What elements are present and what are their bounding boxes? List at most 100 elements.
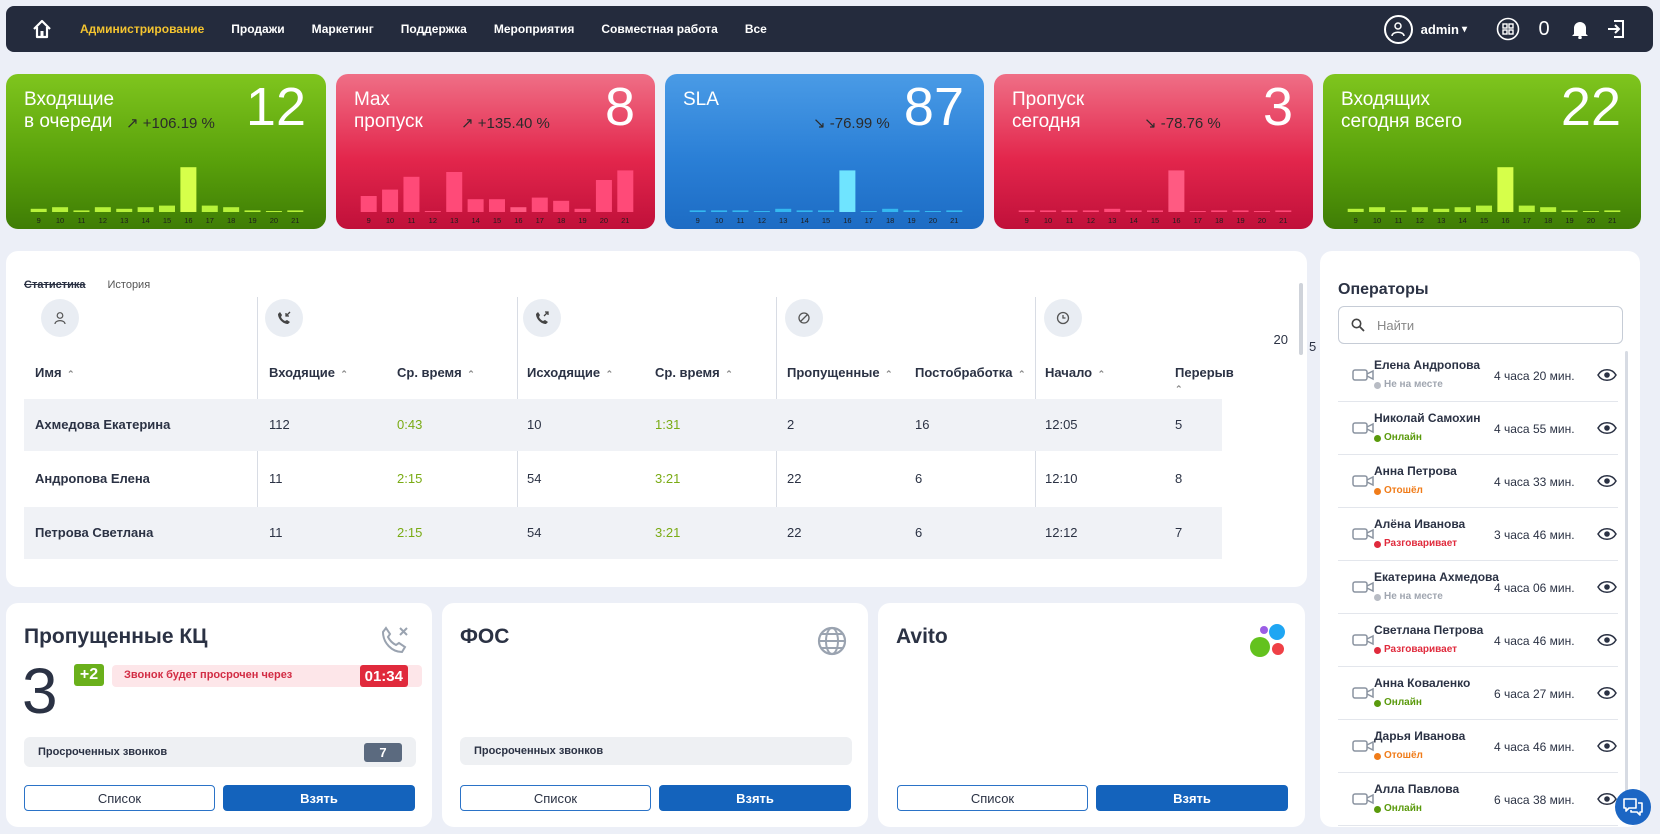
kpi-delta: ↗ +135.40 %: [461, 115, 550, 132]
column-header-label: Постобработка: [915, 365, 1013, 380]
operator-item[interactable]: Алла Павлова Онлайн 6 часа 38 мин.: [1338, 773, 1618, 826]
column-header[interactable]: Ср. время ⌃: [655, 365, 733, 380]
kpi-axis-label: 17: [206, 216, 214, 225]
table-row[interactable]: Андропова Елена 11 2:15 54 3:21 22 6 12:10 8: [24, 453, 1222, 505]
bell-icon[interactable]: [1567, 16, 1593, 42]
video-camera-icon[interactable]: [1352, 580, 1374, 594]
operators-scrollbar[interactable]: [1625, 351, 1628, 807]
operator-item[interactable]: Екатерина Ахмедова Не на месте 4 часа 06…: [1338, 561, 1618, 614]
kpi-axis-label: 21: [291, 216, 299, 225]
sort-icon[interactable]: ⌃: [722, 369, 733, 379]
nav-item-support[interactable]: Поддержка: [400, 22, 467, 36]
video-camera-icon[interactable]: [1352, 421, 1374, 435]
video-camera-icon[interactable]: [1352, 633, 1374, 647]
table-cell: 54: [527, 525, 542, 540]
column-header[interactable]: Начало ⌃: [1045, 365, 1105, 380]
kpi-bar: [201, 205, 218, 212]
fos-take-button[interactable]: Взять: [659, 785, 851, 811]
sort-icon[interactable]: ⌃: [882, 369, 893, 379]
video-camera-icon[interactable]: [1352, 474, 1374, 488]
sort-icon[interactable]: ⌃: [1175, 384, 1183, 394]
sort-icon[interactable]: ⌃: [337, 369, 348, 379]
kpi-axis-label: 17: [1523, 216, 1531, 225]
sort-icon[interactable]: ⌃: [603, 369, 614, 379]
operator-name: Елена Андропова: [1374, 358, 1481, 372]
operator-search-input[interactable]: Найти: [1338, 306, 1623, 344]
tab-history[interactable]: История: [107, 279, 151, 291]
operator-item[interactable]: Анна Коваленко Онлайн 6 часа 27 мин.: [1338, 667, 1618, 720]
video-camera-icon[interactable]: [1352, 739, 1374, 753]
video-camera-icon[interactable]: [1352, 686, 1374, 700]
table-row[interactable]: Ахмедова Екатерина 112 0:43 10 1:31 2 16 12:05 5: [24, 399, 1222, 451]
column-header[interactable]: Ср. время ⌃: [397, 365, 475, 380]
eye-icon[interactable]: [1597, 368, 1617, 382]
operator-name: Николай Самохин: [1374, 411, 1481, 425]
operator-time: 6 часа 38 мин.: [1494, 793, 1575, 807]
kpi-card-4[interactable]: Пропуск сегодня 3 ↘ -78.76 % 9 10 11 12 13 14 15 1…: [994, 74, 1313, 229]
kpi-card-3[interactable]: SLA 87 ↘ -76.99 % 9 10 11 12 13 14 15 16 17 18 19 20 21: [665, 74, 984, 229]
kpi-title: Входящие в очереди: [24, 89, 115, 132]
nav-item-sales[interactable]: Продажи: [231, 22, 285, 36]
kpi-bar: [1061, 210, 1078, 212]
sort-icon[interactable]: ⌃: [64, 369, 75, 379]
kpi-card-2[interactable]: Max пропуск 8 ↗ +135.40 % 9 10 11 12 13 14 15 16 17…: [336, 74, 655, 229]
operator-item[interactable]: Светлана Петрова Разговаривает 4 часа 46…: [1338, 614, 1618, 667]
kpi-card-5[interactable]: Входящих сегодня всего 22 9 10 11 12 13 14 15 16 1…: [1323, 74, 1641, 229]
apps-grid-icon[interactable]: [1495, 16, 1521, 42]
eye-icon[interactable]: [1597, 739, 1617, 753]
video-camera-icon[interactable]: [1352, 368, 1374, 382]
eye-icon[interactable]: [1597, 527, 1617, 541]
tab-statistics[interactable]: Статистика: [24, 279, 86, 291]
table-cell: Петрова Светлана: [35, 525, 154, 540]
kpi-bar: [94, 207, 111, 212]
table-scrollbar[interactable]: [1299, 283, 1303, 355]
operator-item[interactable]: Николай Самохин Онлайн 4 часа 55 мин.: [1338, 402, 1618, 455]
kpi-bar: [711, 210, 728, 212]
chat-support-button[interactable]: [1615, 789, 1651, 825]
user-menu[interactable]: admin ▾: [1383, 14, 1467, 44]
kpi-axis-label: 21: [621, 216, 629, 225]
eye-icon[interactable]: [1597, 421, 1617, 435]
operator-item[interactable]: Анна Петрова Отошёл 4 часа 33 мин.: [1338, 455, 1618, 508]
sort-icon[interactable]: ⌃: [1015, 369, 1026, 379]
kpi-card-1[interactable]: Входящие в очереди 12 ↗ +106.19 % 9 10 11 12 13…: [6, 74, 326, 229]
column-header[interactable]: Входящие ⌃: [269, 365, 348, 380]
column-header[interactable]: Имя ⌃: [35, 365, 75, 380]
logout-icon[interactable]: [1603, 16, 1629, 42]
avito-list-button[interactable]: Список: [897, 785, 1088, 811]
column-header[interactable]: Исходящие ⌃: [527, 365, 613, 380]
operator-item[interactable]: Алёна Иванова Разговаривает 3 часа 46 ми…: [1338, 508, 1618, 561]
avito-take-button[interactable]: Взять: [1096, 785, 1288, 811]
kpi-axis-label: 18: [886, 216, 894, 225]
sort-icon[interactable]: ⌃: [464, 369, 475, 379]
status-dot: [1374, 488, 1381, 495]
eye-icon[interactable]: [1597, 792, 1617, 806]
operator-item[interactable]: Елена Андропова Не на месте 4 часа 20 ми…: [1338, 349, 1618, 402]
nav-item-all[interactable]: Все: [744, 22, 767, 36]
column-header-label: Начало: [1045, 365, 1093, 380]
fos-list-button[interactable]: Список: [460, 785, 651, 811]
table-cell: Андропова Елена: [35, 471, 150, 486]
nav-item-marketing[interactable]: Маркетинг: [311, 22, 374, 36]
eye-icon[interactable]: [1597, 686, 1617, 700]
home-icon[interactable]: [30, 17, 54, 41]
kpi-axis-label: 9: [1354, 216, 1358, 225]
nav-item-administration[interactable]: Администрирование: [80, 22, 205, 36]
eye-icon[interactable]: [1597, 633, 1617, 647]
column-header[interactable]: Пропущенные ⌃: [787, 365, 893, 380]
operator-item[interactable]: Дарья Иванова Отошёл 4 часа 46 мин.: [1338, 720, 1618, 773]
table-row[interactable]: Петрова Светлана 11 2:15 54 3:21 22 6 12:12 7: [24, 507, 1222, 559]
nav-item-events[interactable]: Мероприятия: [493, 22, 575, 36]
column-header[interactable]: Перерыв ⌃: [1175, 365, 1242, 395]
missed-take-button[interactable]: Взять: [223, 785, 415, 811]
video-camera-icon[interactable]: [1352, 527, 1374, 541]
video-camera-icon[interactable]: [1352, 792, 1374, 806]
eye-icon[interactable]: [1597, 580, 1617, 594]
sort-icon[interactable]: ⌃: [1095, 369, 1106, 379]
column-header[interactable]: Постобработка ⌃: [915, 365, 1025, 380]
nav-item-collaboration[interactable]: Совместная работа: [601, 22, 718, 36]
missed-list-button[interactable]: Список: [24, 785, 215, 811]
eye-icon[interactable]: [1597, 474, 1617, 488]
operator-time: 4 часа 46 мин.: [1494, 740, 1575, 754]
kpi-axis-label: 20: [1258, 216, 1266, 225]
